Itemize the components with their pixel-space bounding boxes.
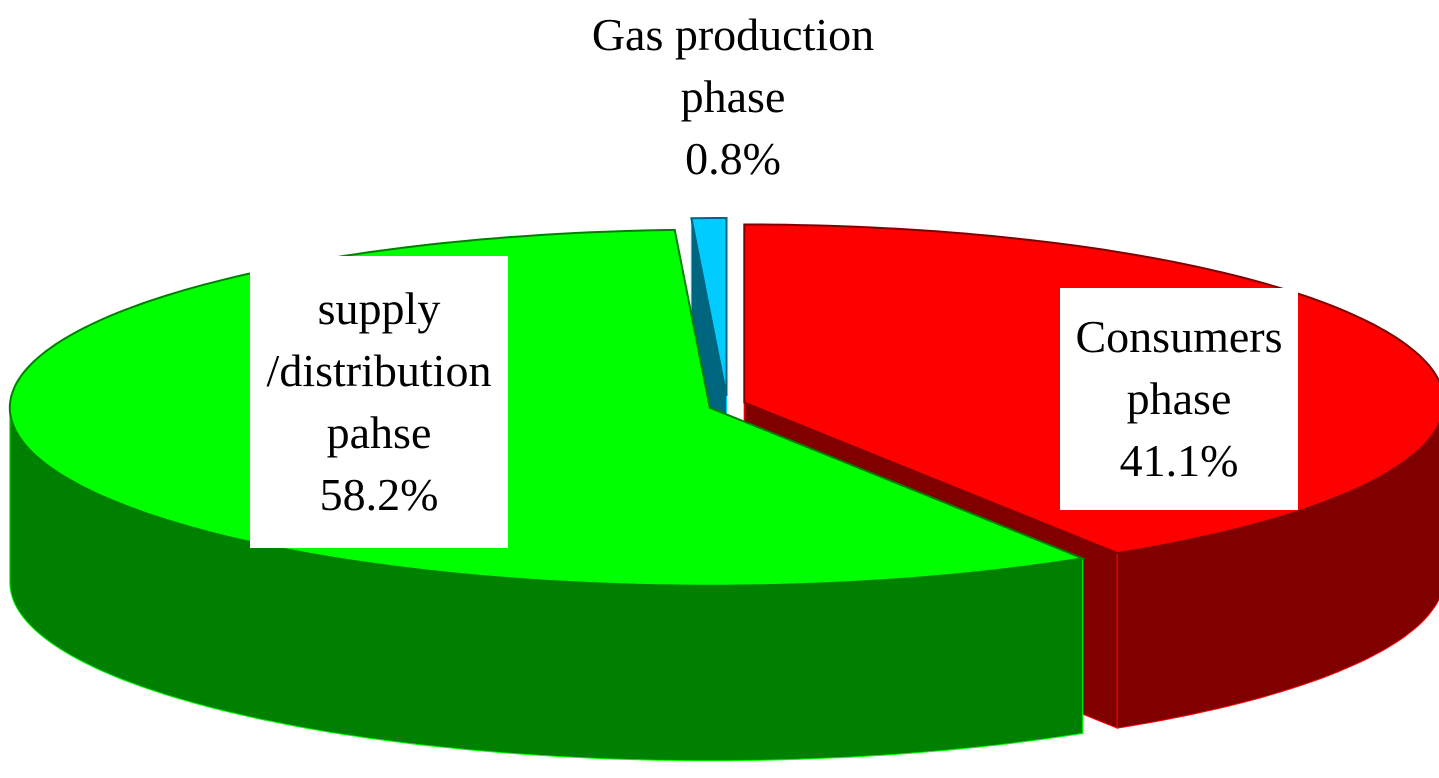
slice [690, 217, 728, 397]
slice-label: Consumers phase 41.1% [1060, 288, 1298, 510]
slice-label: supply /distribution pahse 58.2% [250, 256, 508, 548]
category-label: supply /distribution pahse [266, 283, 492, 458]
slice-label: Gas production phase 0.8% [533, 2, 933, 192]
value-label: 41.1% [1119, 435, 1239, 486]
value-label: 58.2% [319, 469, 439, 520]
category-label: Gas production phase [591, 9, 875, 122]
value-label: 0.8% [685, 133, 781, 184]
category-label: Consumers phase [1075, 311, 1283, 424]
